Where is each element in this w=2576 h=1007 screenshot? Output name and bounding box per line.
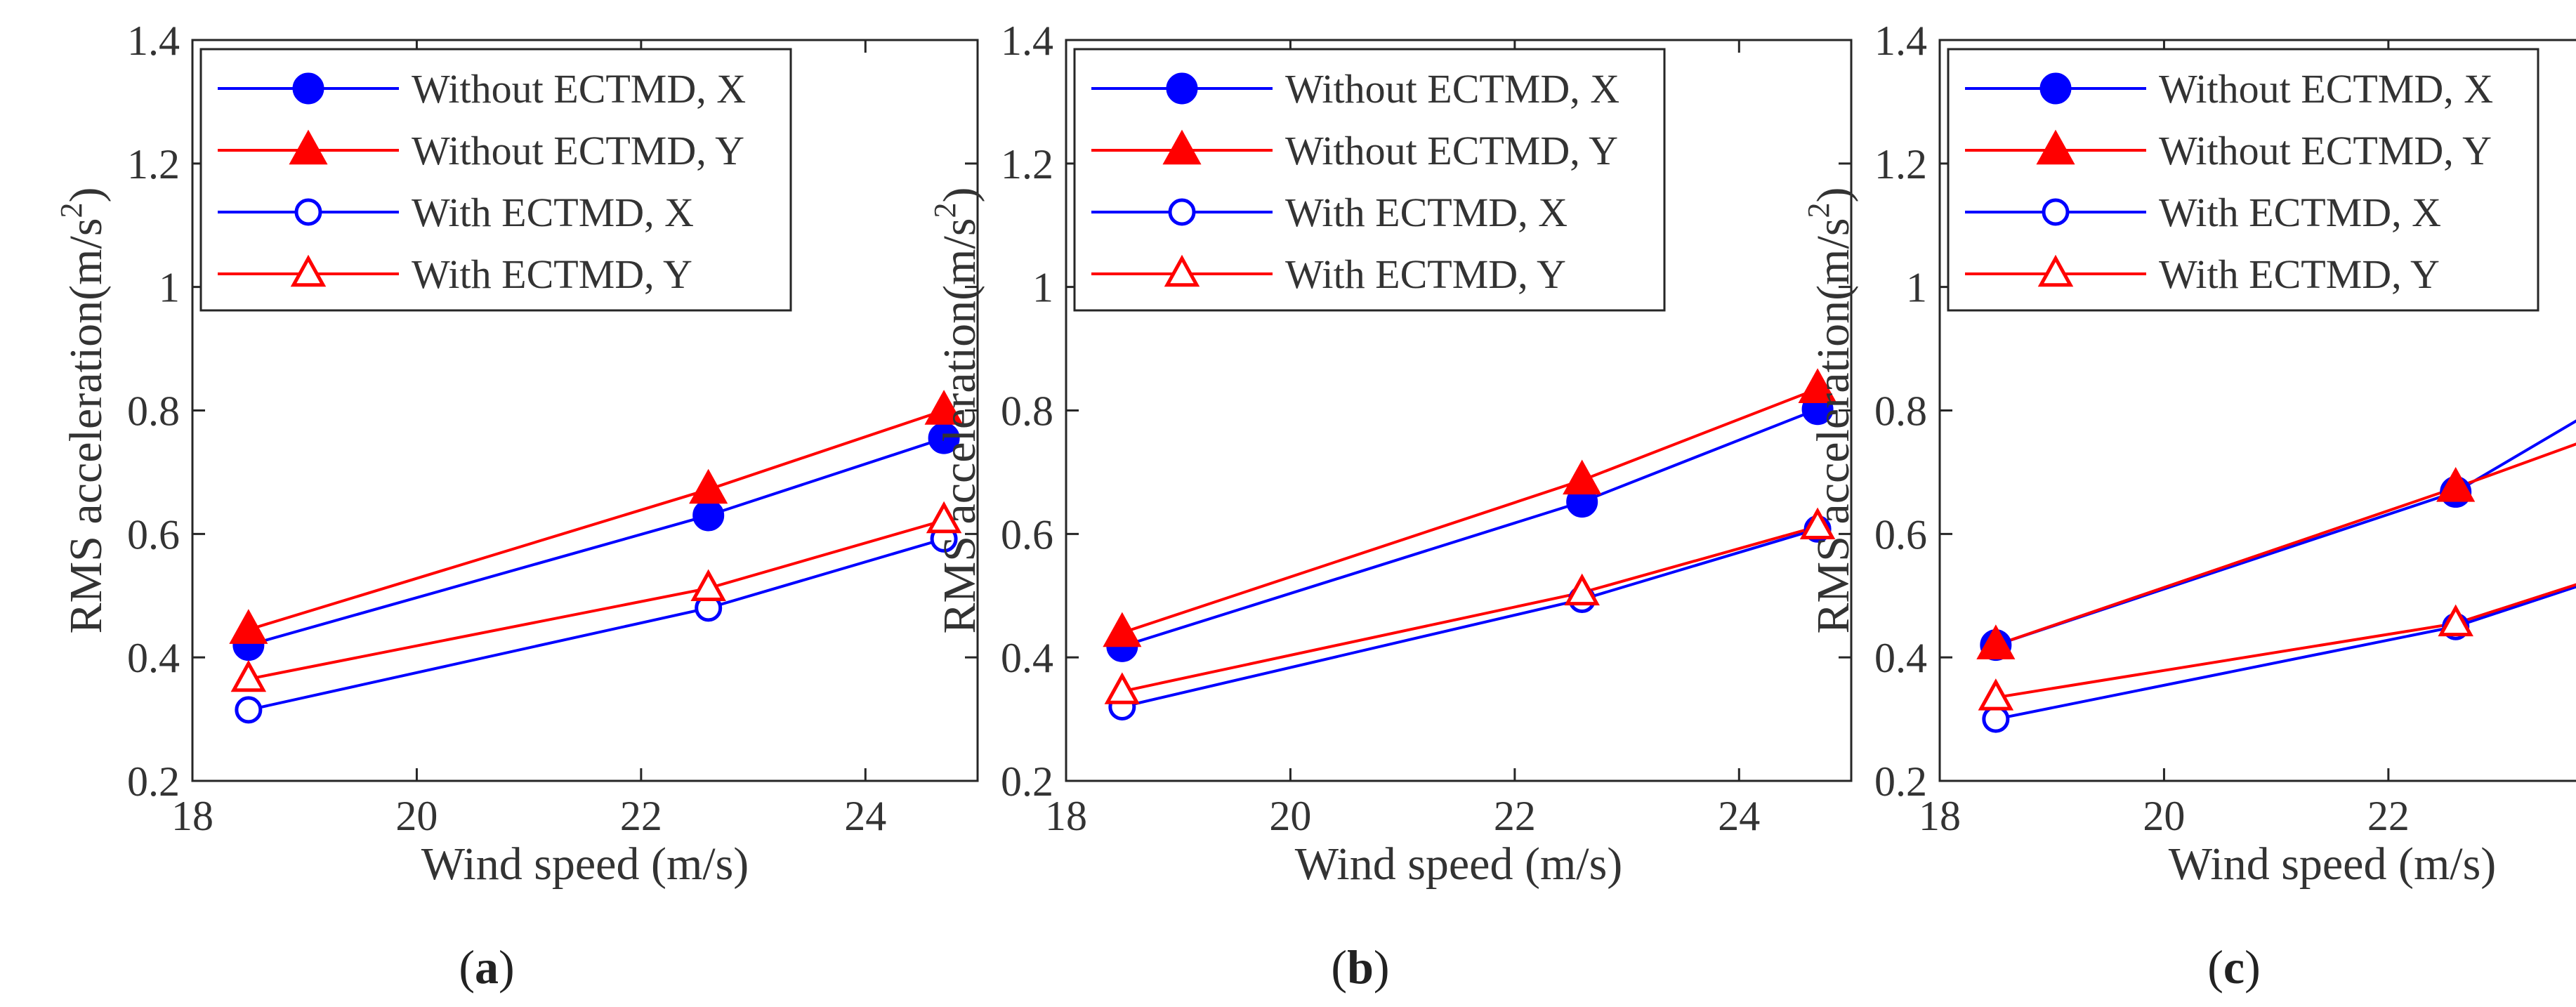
panel-b: 18 20 22 240.20.40.60.811.21.4Wind speed (m… — [928, 18, 1851, 994]
legend-marker — [2041, 74, 2070, 103]
y-axis-label: RMS acceleration(m/s2) — [1801, 187, 1859, 634]
series-line — [1122, 527, 1818, 692]
x-axis-label: Wind speed (m/s) — [1295, 838, 1623, 890]
data-point — [1984, 707, 2008, 731]
legend-label: With ECTMD, Y — [412, 251, 692, 297]
y-tick-label: 1 — [1032, 265, 1053, 311]
x-tick-label: 20 — [2143, 793, 2185, 839]
y-tick-label: 0.2 — [1001, 758, 1053, 805]
panel-caption-close: ) — [2245, 940, 2261, 994]
y-tick-label: 0.6 — [1874, 511, 1927, 558]
panel-caption-open: ( — [459, 940, 475, 994]
y-tick-label: 0.6 — [1001, 511, 1053, 558]
y-axis-label-main: RMS acceleration(m/s — [1808, 218, 1859, 633]
legend-label: With ECTMD, X — [412, 190, 694, 235]
series-line — [1996, 402, 2576, 645]
legend-label: With ECTMD, Y — [2159, 251, 2440, 297]
y-axis-label-main: RMS acceleration(m/s — [934, 218, 985, 633]
y-tick-label: 0.8 — [127, 388, 180, 435]
y-axis-label-exponent: 2 — [54, 202, 88, 218]
series-line — [249, 438, 944, 645]
y-axis-label-exponent: 2 — [1801, 202, 1836, 218]
x-tick-label: 24 — [1718, 793, 1760, 839]
y-axis-label: RMS acceleration(m/s2) — [928, 187, 985, 634]
legend-label: Without ECTMD, X — [2159, 66, 2493, 112]
legend-label: Without ECTMD, X — [1285, 66, 1619, 112]
series-line — [1996, 548, 2576, 698]
series-line — [1996, 353, 2576, 645]
legend-label: With ECTMD, X — [1285, 190, 1568, 235]
y-axis-label-close: ) — [1808, 187, 1859, 203]
panel-caption-letter: c — [2223, 940, 2245, 994]
legend-marker — [296, 200, 320, 224]
panel-caption-letter: a — [475, 940, 499, 994]
series-line — [249, 520, 944, 679]
x-tick-label: 22 — [620, 793, 662, 839]
x-tick-label: 22 — [1494, 793, 1536, 839]
series-line — [1122, 389, 1818, 633]
data-point — [237, 698, 261, 722]
data-point — [691, 471, 726, 503]
x-tick-label: 20 — [1269, 793, 1311, 839]
legend-label: Without ECTMD, Y — [1285, 128, 1618, 173]
panel-caption-close: ) — [499, 940, 515, 994]
x-tick-label: 22 — [2367, 793, 2410, 839]
legend-marker — [294, 74, 323, 103]
data-point — [1565, 462, 1600, 494]
legend-label: Without ECTMD, X — [412, 66, 746, 112]
series-line — [1996, 548, 2576, 719]
panel-caption: (a) — [459, 940, 514, 994]
series-line — [249, 539, 944, 710]
y-axis-label-close: ) — [934, 187, 985, 203]
y-tick-label: 0.2 — [127, 758, 180, 805]
figure: 18 20 22 240.20.40.60.811.21.4Wind speed (m… — [0, 0, 2576, 1007]
y-tick-label: 1 — [1906, 265, 1927, 311]
y-tick-label: 1 — [159, 265, 180, 311]
panel-caption-open: ( — [1331, 940, 1347, 994]
legend-marker — [2044, 200, 2068, 224]
y-tick-label: 1.4 — [1874, 18, 1927, 64]
y-tick-label: 0.8 — [1001, 388, 1053, 435]
y-tick-label: 1.4 — [127, 18, 180, 64]
y-tick-label: 1.2 — [127, 141, 180, 187]
legend-marker — [1170, 200, 1194, 224]
legend-label: With ECTMD, X — [2159, 190, 2441, 235]
x-axis-label: Wind speed (m/s) — [421, 838, 749, 890]
y-axis-label-close: ) — [60, 187, 112, 203]
x-tick-label: 24 — [844, 793, 886, 839]
y-tick-label: 0.6 — [127, 511, 180, 558]
panel-caption-letter: b — [1347, 940, 1374, 994]
legend-marker — [1167, 74, 1197, 103]
y-tick-label: 0.2 — [1874, 758, 1927, 805]
y-tick-label: 0.4 — [1874, 635, 1927, 681]
y-tick-label: 0.8 — [1874, 388, 1927, 435]
legend-label: Without ECTMD, Y — [412, 128, 744, 173]
panel-caption-close: ) — [1374, 940, 1390, 994]
y-axis-label-main: RMS acceleration(m/s — [60, 218, 112, 633]
x-tick-label: 20 — [395, 793, 438, 839]
x-axis-label: Wind speed (m/s) — [2169, 838, 2497, 890]
y-tick-label: 0.4 — [1001, 635, 1053, 681]
y-tick-label: 0.4 — [127, 635, 180, 681]
data-point — [694, 501, 723, 530]
panel-caption: (b) — [1331, 940, 1389, 994]
y-axis-label: RMS acceleration(m/s2) — [54, 187, 112, 634]
y-axis-label-exponent: 2 — [928, 202, 962, 218]
series-line — [249, 411, 944, 630]
legend-label: With ECTMD, Y — [1285, 251, 1566, 297]
y-tick-label: 1.2 — [1001, 141, 1053, 187]
series-line — [1122, 409, 1818, 647]
panel-caption-open: ( — [2207, 940, 2223, 994]
panel-caption: (c) — [2207, 940, 2261, 994]
legend-label: Without ECTMD, Y — [2159, 128, 2492, 173]
y-tick-label: 1.2 — [1874, 141, 1927, 187]
y-tick-label: 1.4 — [1001, 18, 1053, 64]
